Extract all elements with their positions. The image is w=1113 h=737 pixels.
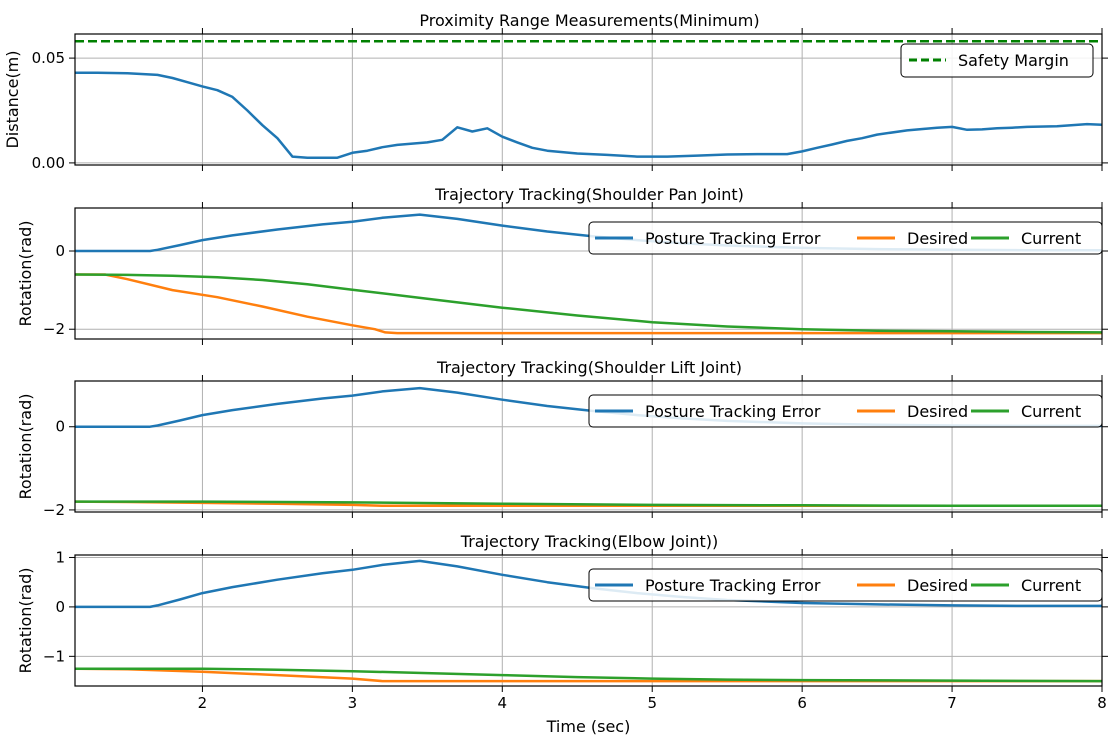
x-tick-label: 3 — [348, 694, 358, 712]
y-tick-label: 0 — [55, 418, 65, 436]
axes-frame — [74, 554, 1103, 687]
y-tick-label: 0.00 — [32, 154, 65, 172]
subplot-title: Trajectory Tracking(Shoulder Pan Joint) — [434, 185, 744, 204]
x-tick-label: 7 — [947, 694, 957, 712]
y-axis-label: Rotation(rad) — [16, 221, 35, 327]
series-line-posture-tracking-error — [75, 559, 1102, 609]
x-tick-label: 2 — [198, 694, 208, 712]
y-tick-label: 1 — [55, 548, 65, 566]
legend-entry: Desired — [907, 229, 968, 248]
legend-entry: Posture Tracking Error — [645, 229, 821, 248]
legend: Posture Tracking Error Desired Current — [588, 394, 1103, 428]
y-tick-label: −2 — [43, 501, 65, 519]
subplot-title: Proximity Range Measurements(Minimum) — [419, 11, 759, 30]
x-tick-label: 8 — [1097, 694, 1107, 712]
axes-frame — [74, 207, 1103, 340]
legend-entry: Posture Tracking Error — [645, 576, 821, 595]
series-line-current — [75, 500, 1102, 508]
x-axis-label: Time (sec) — [546, 717, 631, 736]
y-tick-label: −2 — [43, 320, 65, 338]
series-group — [75, 559, 1102, 683]
x-tick-label: 5 — [647, 694, 657, 712]
subplot-title: Trajectory Tracking(Elbow Joint)) — [460, 532, 718, 551]
subplot-4: 2 3 4 5 6 7 8 −1 0 1 Trajectory Tracking(Elbow Joi… — [16, 532, 1108, 712]
series-line-current — [75, 273, 1102, 334]
legend-entry: Desired — [907, 402, 968, 421]
legend: Posture Tracking Error Desired Current — [588, 221, 1103, 255]
legend-box — [588, 568, 1103, 602]
y-axis-label: Rotation(rad) — [16, 394, 35, 500]
legend-box — [900, 43, 1094, 78]
y-tick-label: −1 — [43, 647, 65, 665]
y-axis-label: Rotation(rad) — [16, 568, 35, 674]
x-tick-label: 4 — [498, 694, 508, 712]
series-line-desired — [75, 273, 1102, 335]
x-tick-label: 6 — [797, 694, 807, 712]
y-axis-label: Distance(m) — [3, 50, 22, 148]
series-line-current — [75, 667, 1102, 683]
legend-entry: Current — [1021, 229, 1081, 248]
legend-box — [588, 221, 1103, 255]
legend-box — [588, 394, 1103, 428]
legend-entry: Current — [1021, 402, 1081, 421]
legend: Safety Margin — [900, 43, 1094, 78]
series-line-desired — [75, 667, 1102, 683]
subplot-1: 0.00 0.05 Proximity Range Measurements(Min… — [3, 11, 1108, 172]
legend-entry: Current — [1021, 576, 1081, 595]
subplot-2: −2 0 Trajectory Tracking(Shoulder Pan Join… — [16, 185, 1108, 345]
subplot-3: −2 0 Trajectory Tracking(Shoulder Lift Joi… — [16, 358, 1108, 519]
subplot-title: Trajectory Tracking(Shoulder Lift Joint) — [436, 358, 742, 377]
legend-entry: Desired — [907, 576, 968, 595]
legend: Posture Tracking Error Desired Current — [588, 568, 1103, 602]
y-tick-label: 0 — [55, 242, 65, 260]
series-line-measurement — [75, 71, 1102, 159]
legend-entry: Posture Tracking Error — [645, 402, 821, 421]
legend-entry: Safety Margin — [958, 51, 1069, 70]
axes-frame — [74, 380, 1103, 513]
axes-frame — [74, 33, 1103, 166]
y-tick-label: 0.05 — [32, 49, 65, 67]
y-tick-label: 0 — [55, 598, 65, 616]
series-group — [75, 40, 1102, 159]
